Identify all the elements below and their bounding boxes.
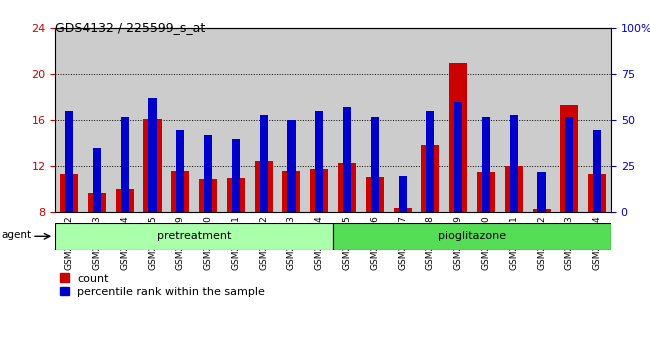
Bar (60, 175, 78, 212)
Bar (315, 111, 323, 212)
Bar (227, 178, 245, 212)
Bar (287, 120, 296, 212)
Text: GDS4132 / 225599_s_at: GDS4132 / 225599_s_at (55, 21, 205, 34)
Bar (55, 223, 333, 250)
Bar (171, 171, 189, 212)
Bar (204, 135, 212, 212)
Bar (338, 163, 356, 212)
Bar (343, 108, 351, 212)
Bar (454, 102, 462, 212)
Bar (588, 175, 606, 212)
Bar (65, 111, 73, 212)
Bar (566, 117, 573, 212)
Bar (93, 148, 101, 212)
Bar (449, 63, 467, 212)
Bar (426, 111, 434, 212)
Bar (282, 171, 300, 212)
Bar (232, 139, 240, 212)
Bar (144, 119, 162, 212)
Bar (176, 130, 185, 212)
Bar (560, 105, 578, 212)
Text: agent: agent (1, 230, 31, 240)
Bar (121, 117, 129, 212)
Bar (482, 117, 490, 212)
Bar (421, 144, 439, 212)
Legend: count, percentile rank within the sample: count, percentile rank within the sample (55, 269, 270, 302)
Bar (370, 117, 379, 212)
Bar (255, 161, 273, 212)
Bar (259, 115, 268, 212)
Bar (532, 209, 551, 212)
Bar (504, 166, 523, 212)
Bar (398, 176, 407, 212)
Bar (366, 177, 384, 212)
Bar (88, 193, 106, 212)
Bar (310, 169, 328, 212)
Bar (199, 179, 217, 212)
Bar (116, 189, 134, 212)
Text: pretreatment: pretreatment (157, 231, 231, 241)
Bar (148, 98, 157, 212)
Bar (393, 208, 411, 212)
Bar (333, 223, 611, 250)
Bar (510, 115, 518, 212)
Text: pioglitazone: pioglitazone (438, 231, 506, 241)
Bar (593, 130, 601, 212)
Bar (477, 172, 495, 212)
Bar (538, 172, 545, 212)
